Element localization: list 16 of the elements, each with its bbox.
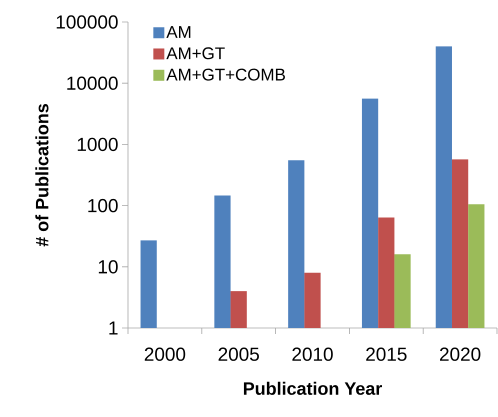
x-tick-label: 2020 <box>440 348 480 361</box>
y-tick-label: 1 <box>109 321 118 335</box>
legend-label: AM <box>166 26 190 38</box>
y-tick-label: 10000 <box>67 76 118 90</box>
y-tick-label: 1000 <box>78 138 118 152</box>
y-tick-label: 100 <box>88 198 118 212</box>
x-tick-label: 2005 <box>218 348 259 361</box>
y-axis-title: # of Publications <box>35 104 48 246</box>
legend-label: AM+GT+COMB <box>166 68 285 81</box>
x-tick-label: 2000 <box>144 348 186 361</box>
legend-label: AM+GT <box>166 47 225 60</box>
x-tick-label: 2015 <box>366 348 407 361</box>
x-axis-title: Publication Year <box>244 382 382 395</box>
y-tick-label: 100000 <box>56 15 118 29</box>
x-tick-label: 2010 <box>292 348 333 361</box>
y-tick-label: 10 <box>98 260 118 274</box>
